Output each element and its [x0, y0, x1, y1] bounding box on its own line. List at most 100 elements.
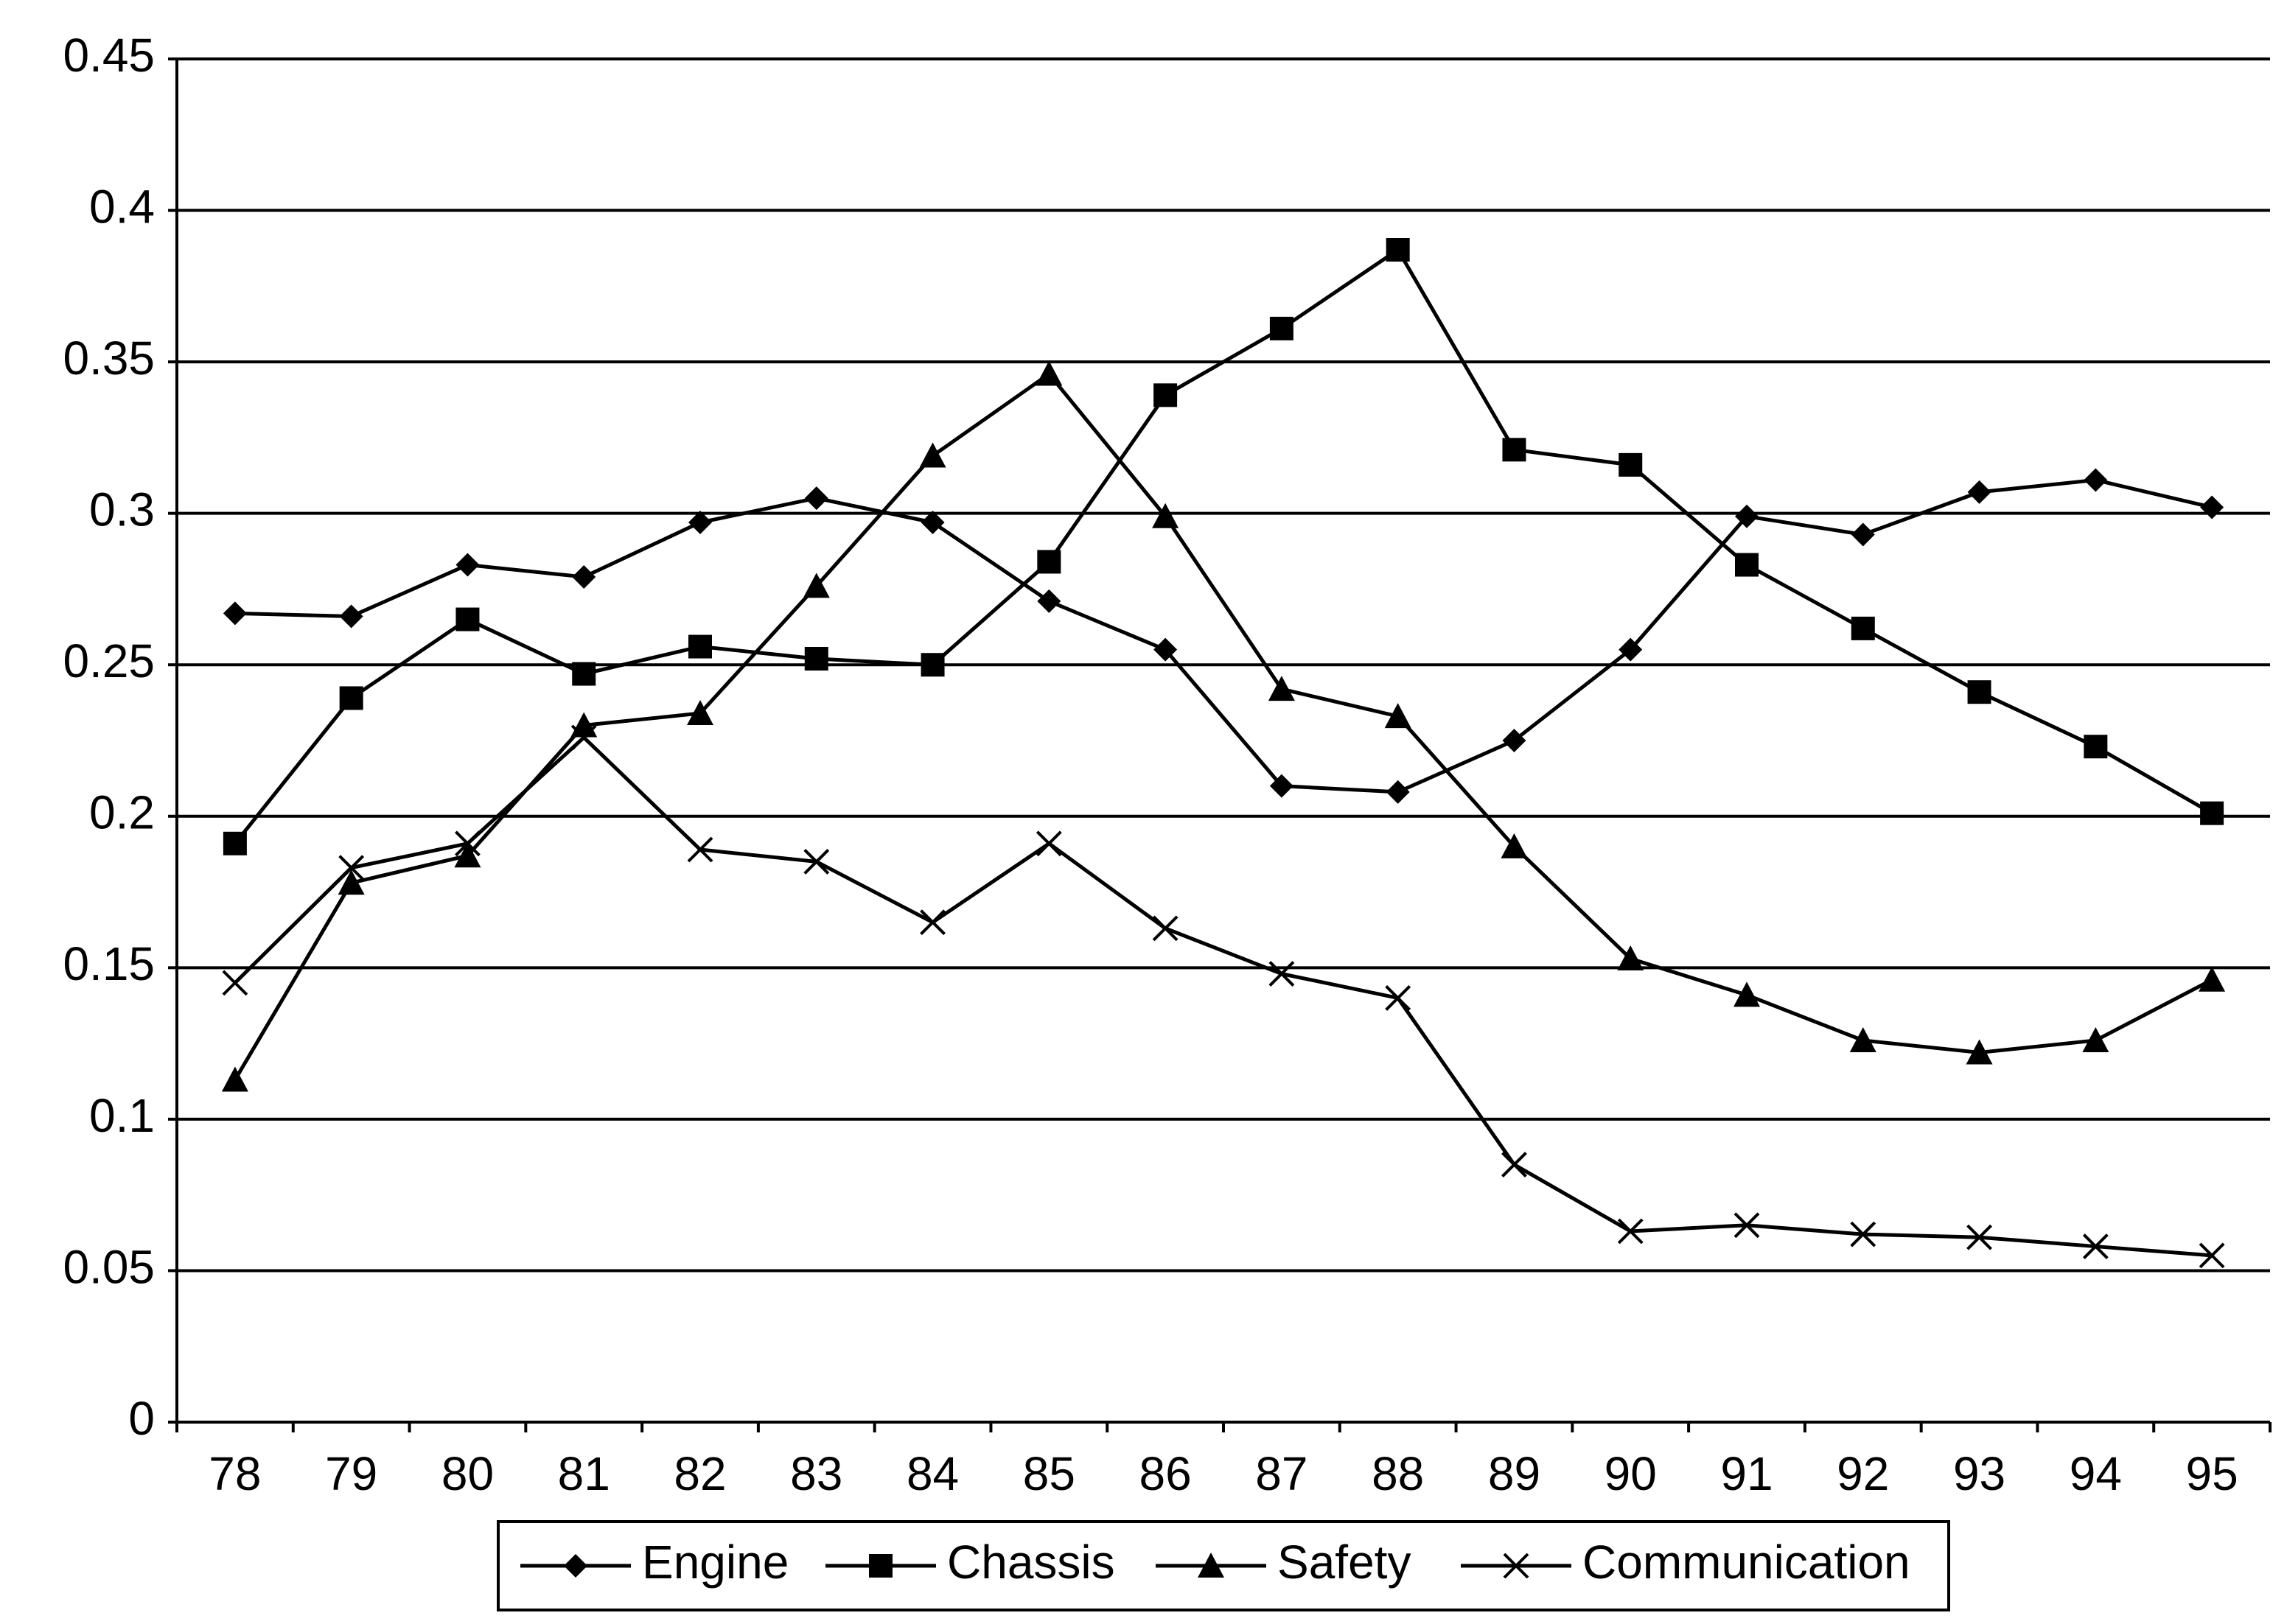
- point-marker: [803, 849, 830, 875]
- point-marker: [338, 869, 365, 895]
- point-marker: [221, 1066, 248, 1092]
- point-marker: [1619, 452, 1643, 477]
- y-tick-label: 0.1: [89, 1089, 155, 1142]
- x-tick-label: 86: [1139, 1447, 1192, 1500]
- point-marker: [2199, 966, 2226, 992]
- x-tick-label: 91: [1720, 1447, 1773, 1500]
- point-marker: [688, 511, 712, 534]
- point-marker: [339, 686, 363, 710]
- point-marker: [1851, 522, 1875, 547]
- point-marker: [1966, 1039, 1993, 1065]
- x-tick-label: 84: [907, 1447, 959, 1500]
- series-line: [234, 735, 2213, 1258]
- point-marker: [1153, 637, 1178, 662]
- series-line: [233, 371, 2213, 1081]
- point-marker: [454, 842, 481, 868]
- x-tick-label: 94: [2070, 1447, 2122, 1500]
- point-marker: [1037, 589, 1061, 613]
- legend-marker: [869, 1554, 893, 1578]
- point-marker: [920, 909, 946, 936]
- point-marker: [919, 442, 946, 468]
- legend-label: Engine: [642, 1536, 789, 1589]
- y-tick-label: 0.2: [89, 786, 155, 839]
- series-line: [233, 247, 2213, 845]
- point-marker: [1617, 945, 1644, 970]
- point-marker: [1735, 504, 1759, 528]
- point-marker: [1386, 780, 1410, 804]
- point-marker: [1501, 833, 1528, 858]
- point-marker: [1966, 1224, 1992, 1250]
- point-marker: [2199, 1242, 2225, 1269]
- point-marker: [1268, 961, 1295, 987]
- point-marker: [2200, 801, 2224, 825]
- point-marker: [572, 565, 596, 589]
- x-tick-label: 85: [1023, 1447, 1075, 1500]
- point-marker: [687, 836, 713, 863]
- point-marker: [1502, 729, 1526, 752]
- legend-marker: [564, 1554, 587, 1578]
- x-tick-label: 90: [1605, 1447, 1657, 1500]
- legend-marker: [1503, 1553, 1529, 1579]
- x-tick-label: 79: [325, 1447, 377, 1500]
- point-marker: [2082, 1027, 2109, 1052]
- point-marker: [338, 855, 365, 881]
- point-marker: [1268, 676, 1295, 701]
- y-tick-label: 0.4: [89, 180, 155, 233]
- point-marker: [1385, 985, 1411, 1011]
- x-tick-label: 88: [1372, 1447, 1424, 1500]
- point-marker: [804, 647, 828, 671]
- x-tick-label: 92: [1837, 1447, 1889, 1500]
- point-marker: [804, 486, 828, 511]
- point-marker: [1851, 616, 1875, 640]
- legend-box: [497, 1520, 1950, 1611]
- point-marker: [2084, 468, 2108, 492]
- point-marker: [1733, 981, 1760, 1007]
- y-tick-label: 0.15: [63, 937, 155, 990]
- point-marker: [687, 700, 713, 725]
- point-marker: [921, 511, 945, 534]
- legend-label: Communication: [1582, 1536, 1910, 1589]
- x-tick-label: 78: [209, 1447, 261, 1500]
- point-marker: [1501, 1152, 1527, 1177]
- x-tick-label: 93: [1953, 1447, 2005, 1500]
- point-marker: [1152, 915, 1179, 942]
- x-tick-label: 87: [1255, 1447, 1307, 1500]
- point-marker: [1967, 480, 1991, 504]
- point-marker: [1036, 360, 1063, 386]
- point-marker: [1735, 553, 1759, 577]
- point-marker: [2200, 495, 2224, 519]
- x-tick-label: 83: [790, 1447, 842, 1500]
- point-marker: [1153, 383, 1178, 407]
- point-marker: [1617, 1218, 1644, 1245]
- legend-marker: [1198, 1553, 1224, 1578]
- y-tick-label: 0.45: [63, 29, 155, 82]
- point-marker: [1849, 1027, 1876, 1052]
- y-tick-label: 0: [128, 1392, 155, 1445]
- point-marker: [1967, 680, 1991, 704]
- x-tick-label: 81: [558, 1447, 610, 1500]
- point-marker: [2084, 735, 2108, 759]
- point-marker: [688, 634, 712, 659]
- point-marker: [222, 970, 248, 996]
- x-tick-label: 95: [2186, 1447, 2238, 1500]
- point-marker: [2082, 1233, 2109, 1259]
- point-marker: [1269, 774, 1293, 798]
- y-tick-label: 0.25: [63, 634, 155, 687]
- point-marker: [921, 653, 945, 677]
- point-marker: [1152, 503, 1179, 528]
- point-marker: [570, 724, 597, 751]
- point-marker: [1386, 238, 1410, 262]
- point-marker: [1384, 703, 1411, 729]
- legend-label: Safety: [1277, 1536, 1411, 1589]
- y-tick-label: 0.35: [63, 332, 155, 385]
- point-marker: [1733, 1212, 1760, 1239]
- point-marker: [1850, 1221, 1876, 1247]
- x-tick-label: 89: [1488, 1447, 1540, 1500]
- point-marker: [223, 831, 247, 855]
- x-tick-label: 82: [674, 1447, 726, 1500]
- point-marker: [803, 573, 830, 598]
- point-marker: [572, 662, 596, 686]
- point-marker: [455, 830, 481, 857]
- legend-label: Chassis: [947, 1536, 1115, 1589]
